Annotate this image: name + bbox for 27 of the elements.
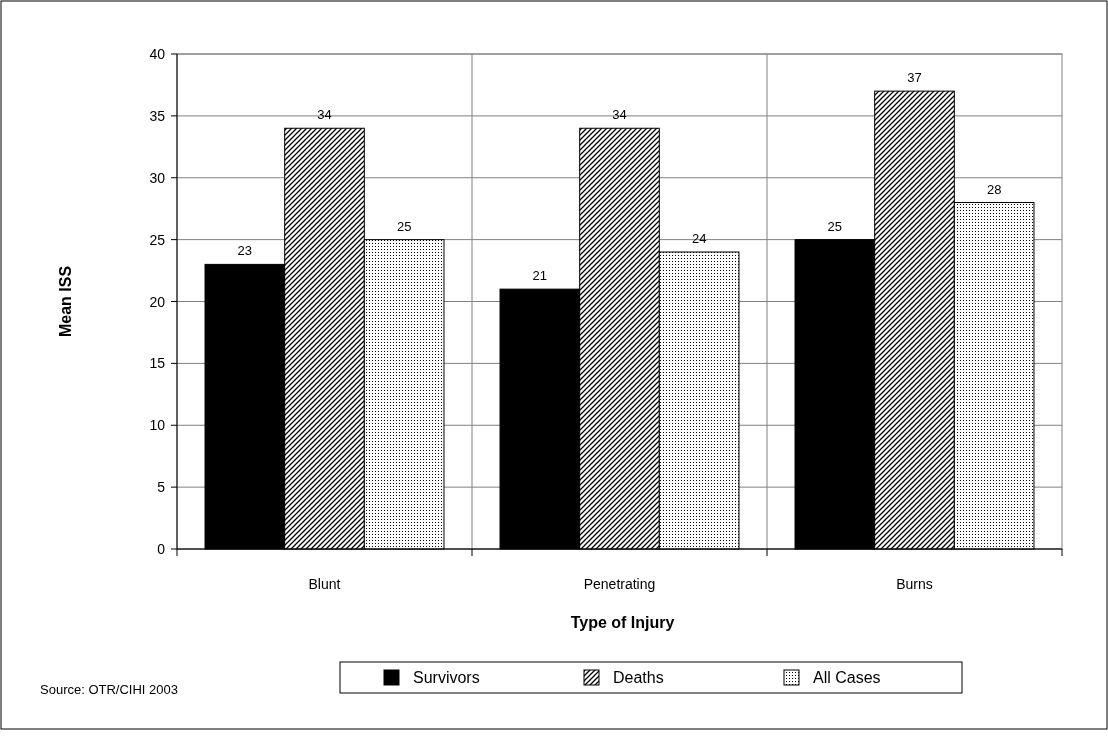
data-label: 24 bbox=[691, 231, 707, 246]
y-tick-label: 0 bbox=[157, 541, 166, 557]
x-tick-label: Penetrating bbox=[583, 576, 656, 592]
data-label: 21 bbox=[532, 268, 548, 284]
legend-label: All Cases bbox=[813, 669, 881, 686]
y-tick-label: 15 bbox=[149, 355, 166, 372]
x-axis-title: Type of Injury bbox=[570, 614, 675, 631]
y-tick-label: 30 bbox=[149, 169, 166, 186]
y-tick-label: 25 bbox=[149, 231, 166, 248]
data-label: 28 bbox=[986, 181, 1002, 197]
y-tick-label: 5 bbox=[157, 479, 166, 496]
data-label: 25 bbox=[396, 218, 412, 234]
data-label: 25 bbox=[827, 218, 843, 234]
y-tick-label: 10 bbox=[149, 417, 166, 434]
data-label: 23 bbox=[237, 243, 253, 259]
y-axis-title: Mean ISS bbox=[57, 265, 74, 338]
data-label: 34 bbox=[612, 107, 627, 123]
y-tick-label: 40 bbox=[149, 46, 166, 62]
legend-label: Deaths bbox=[613, 669, 664, 686]
y-tick-label: 35 bbox=[149, 107, 166, 124]
legend-label: Survivors bbox=[413, 669, 480, 686]
data-label: 34 bbox=[317, 107, 332, 123]
x-tick-label: Blunt bbox=[308, 576, 341, 592]
x-tick-label: Burns bbox=[896, 576, 933, 592]
source-note: Source: OTR/CIHI 2003 bbox=[40, 682, 178, 697]
y-tick-label: 20 bbox=[149, 293, 166, 310]
data-label: 37 bbox=[907, 70, 922, 86]
